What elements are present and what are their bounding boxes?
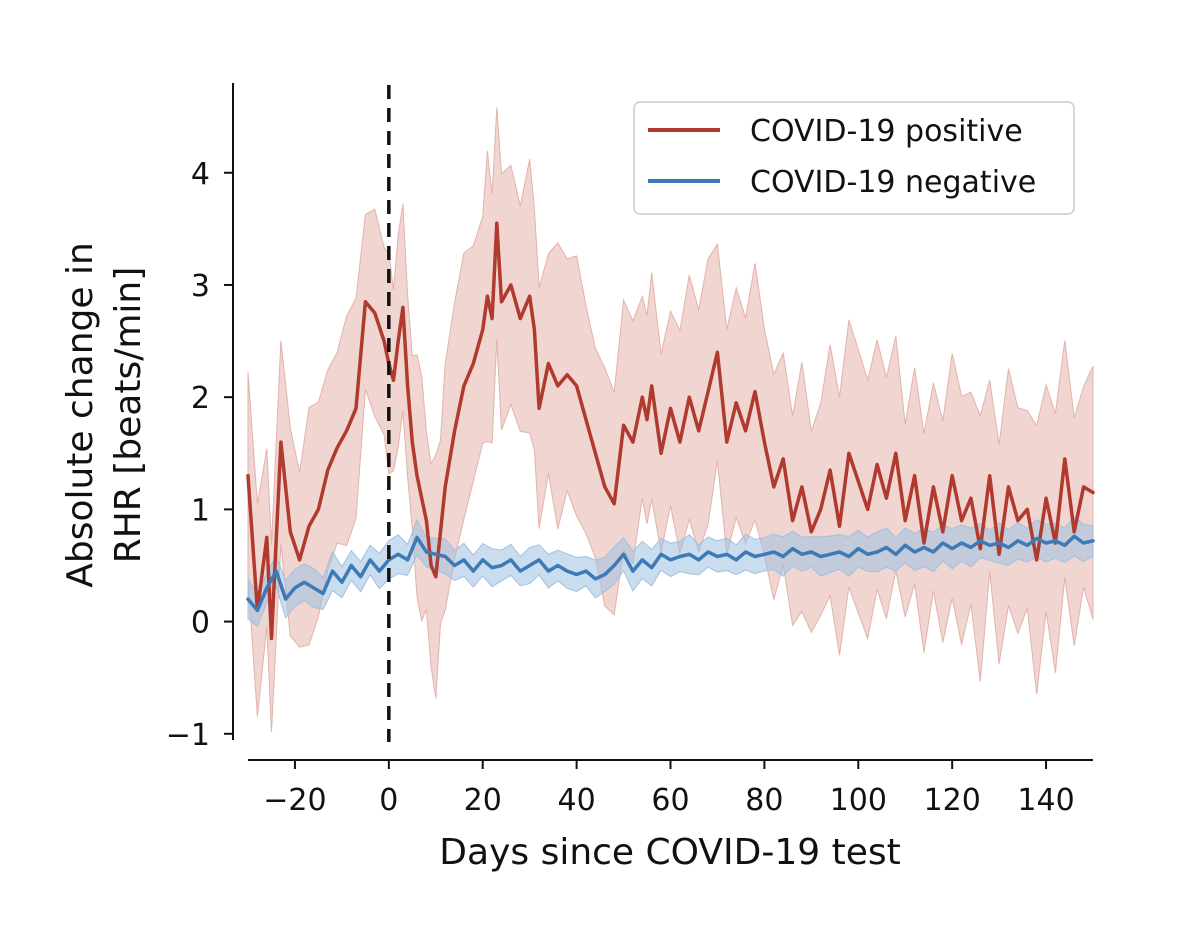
y-axis-label-line2: RHR [beats/min] (108, 267, 149, 564)
x-tick-label: 80 (745, 783, 783, 818)
legend: COVID-19 positive COVID-19 negative (633, 101, 1075, 215)
x-ticks: −20 0 20 40 60 80 100 120 140 (263, 760, 1075, 818)
y-tick-label: 4 (191, 157, 210, 192)
y-tick-label: 3 (191, 269, 210, 304)
x-tick-label: −20 (263, 783, 326, 818)
x-tick-label: 40 (558, 783, 596, 818)
y-axis-label-line1: Absolute change in (60, 242, 101, 588)
confidence-band-negative (247, 516, 1094, 628)
y-tick-label: 1 (191, 493, 210, 528)
y-tick-label: −1 (166, 718, 210, 753)
plot-area (246, 85, 1095, 742)
x-tick-label: 0 (379, 783, 398, 818)
confidence-band-positive (247, 107, 1094, 733)
series-line-positive (246, 221, 1095, 641)
x-tick-label: 100 (830, 783, 887, 818)
x-tick-label: 140 (1017, 783, 1074, 818)
y-tick-label: 2 (191, 381, 210, 416)
x-tick-label: 20 (464, 783, 502, 818)
x-tick-label: 60 (651, 783, 689, 818)
legend-label-positive: COVID-19 positive (750, 114, 1023, 149)
series-line-negative (246, 534, 1095, 613)
y-tick-label: 0 (191, 606, 210, 641)
x-axis-label: Days since COVID-19 test (439, 832, 900, 873)
x-tick-label: 120 (924, 783, 981, 818)
y-ticks: −1 0 1 2 3 4 (166, 157, 233, 753)
legend-label-negative: COVID-19 negative (750, 165, 1036, 200)
legend-box (633, 101, 1075, 215)
axes: −1 0 1 2 3 4 −20 0 20 40 60 80 100 120 140 (166, 83, 1093, 818)
